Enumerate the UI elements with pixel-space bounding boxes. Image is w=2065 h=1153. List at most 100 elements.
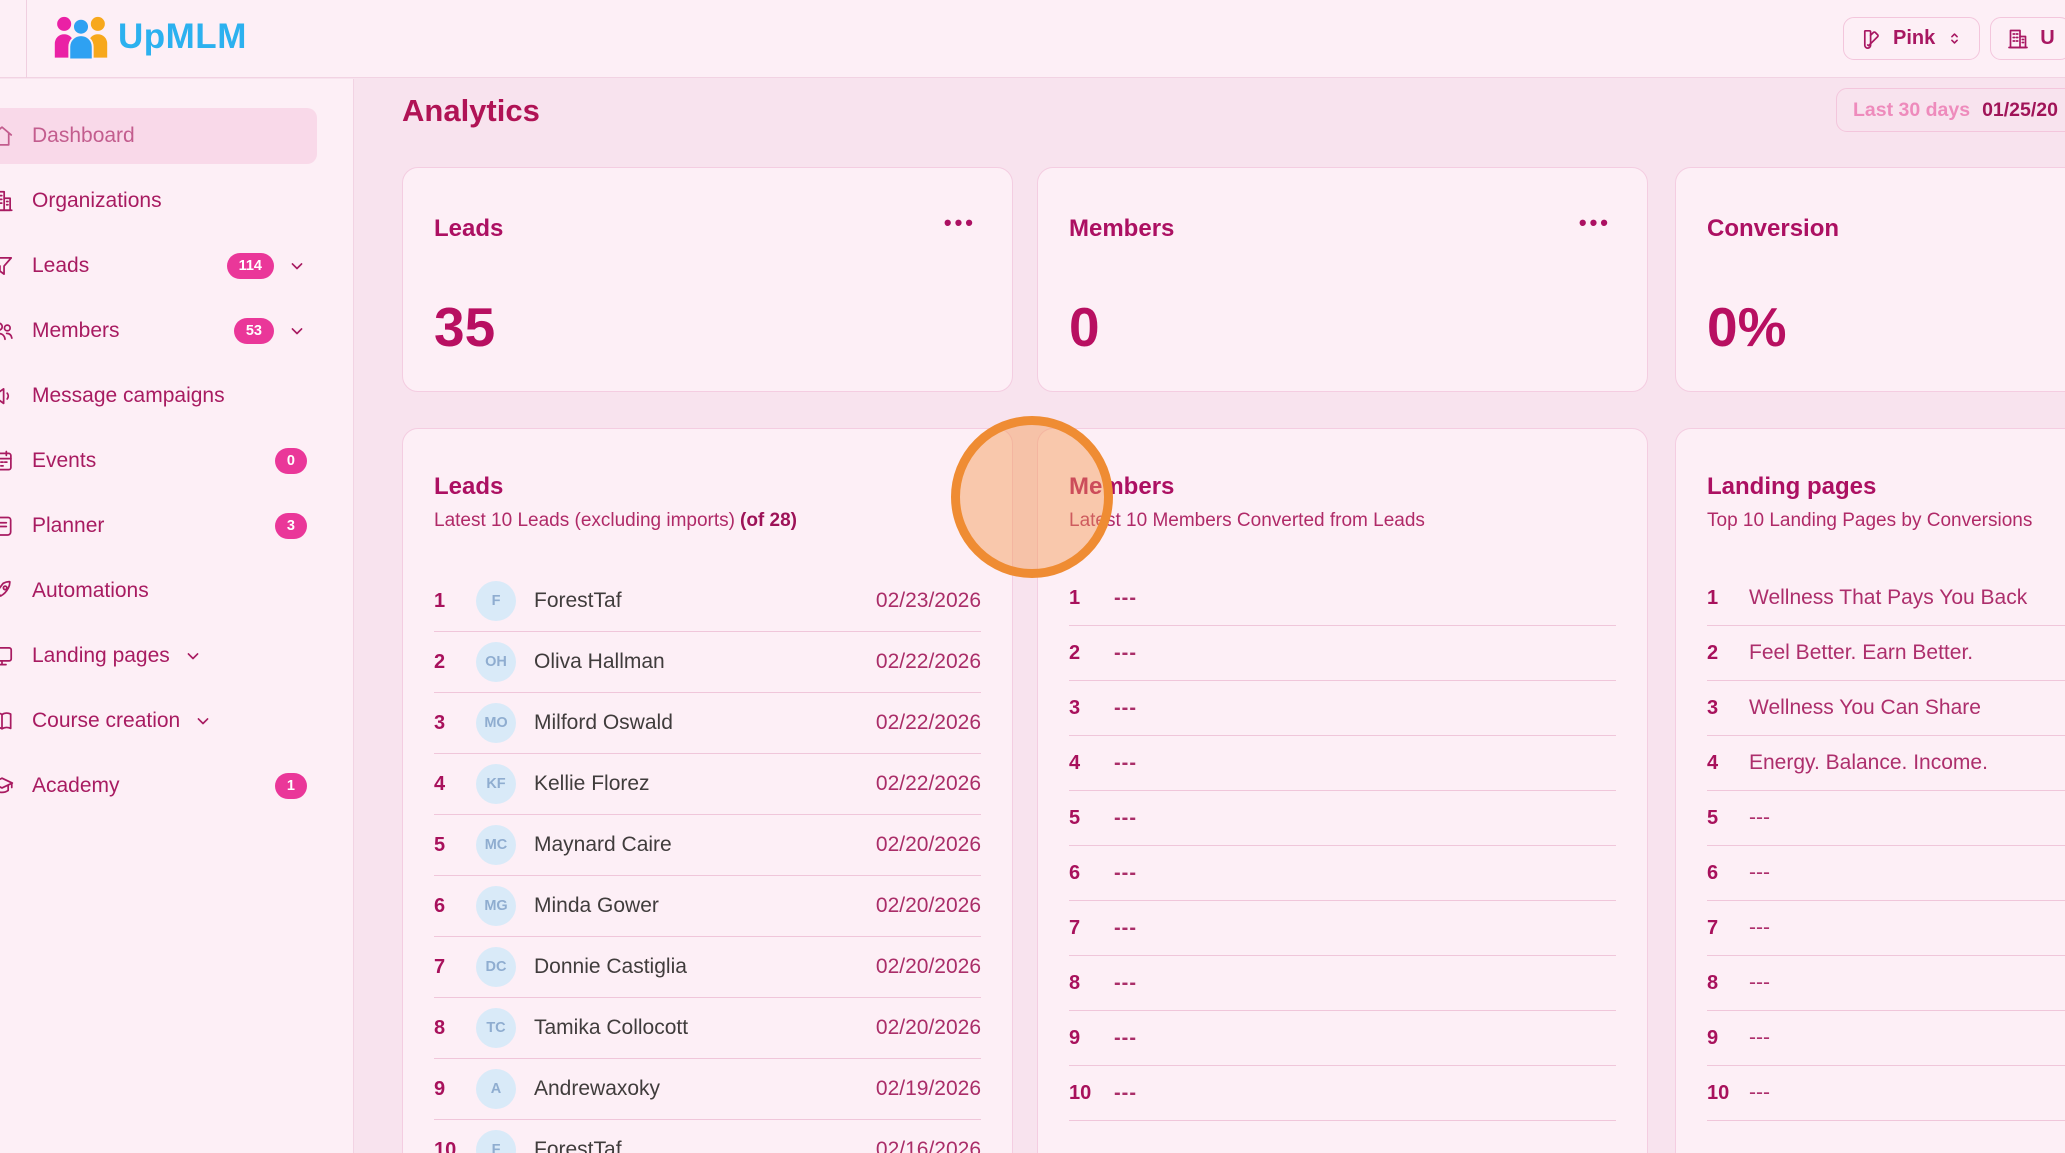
row-number: 9 [1069,1027,1099,1050]
lead-name: Minda Gower [534,894,659,918]
stat-card-value: 0% [1707,296,1787,359]
row-number: 4 [434,773,464,796]
row-number: 1 [1069,587,1099,610]
lead-date: 02/22/2026 [876,711,981,735]
sidebar-item-academy[interactable]: Academy 1 [0,758,317,814]
sidebar-item-message-campaigns[interactable]: Message campaigns [0,368,317,424]
table-row[interactable]: 2 --- [1069,626,1616,681]
logo-people-icon [52,12,110,62]
sidebar-item-course-creation[interactable]: Course creation [0,693,317,749]
lead-date: 02/20/2026 [876,833,981,857]
avatar: KF [476,764,516,804]
member-placeholder: --- [1114,752,1137,775]
lead-date: 02/20/2026 [876,1016,981,1040]
sidebar-item-label: Automations [32,579,149,603]
theme-select-button[interactable]: Pink [1843,17,1980,60]
table-row[interactable]: 7 --- [1069,901,1616,956]
row-number: 8 [434,1017,464,1040]
conversion-stat-card: Conversion 0% [1675,167,2065,392]
table-row[interactable]: 2 OH Oliva Hallman 02/22/2026 [434,632,981,693]
avatar: F [476,581,516,621]
sidebar-item-landing-pages[interactable]: Landing pages [0,628,317,684]
sidebar-item-planner[interactable]: Planner 3 [0,498,317,554]
row-number: 10 [434,1139,464,1153]
leads-rows: 1 F ForestTaf 02/23/2026 2 OH Oliva Hall… [434,571,981,1153]
table-row[interactable]: 3 MO Milford Oswald 02/22/2026 [434,693,981,754]
sidebar-item-label: Landing pages [32,644,170,668]
table-row[interactable]: 1 F ForestTaf 02/23/2026 [434,571,981,632]
building-icon [0,188,15,214]
sidebar-item-members[interactable]: Members 53 [0,303,317,359]
landing-page-name: Wellness You Can Share [1749,696,1981,720]
date-range-button[interactable]: Last 30 days 01/25/20 [1836,88,2065,132]
app-logo[interactable]: UpMLM [52,12,247,62]
sidebar-item-leads[interactable]: Leads 114 [0,238,317,294]
book-icon [0,708,15,734]
table-row[interactable]: 7 DC Donnie Castiglia 02/20/2026 [434,937,981,998]
more-menu-icon[interactable]: ••• [1579,210,1611,236]
table-row[interactable]: 5 MC Maynard Caire 02/20/2026 [434,815,981,876]
chevron-down-icon[interactable] [287,321,307,341]
graduation-cap-icon [0,773,15,799]
table-row[interactable]: 6 --- [1069,846,1616,901]
table-row[interactable]: 5 --- [1069,791,1616,846]
avatar: MG [476,886,516,926]
table-row[interactable]: 1 --- [1069,571,1616,626]
sidebar-item-automations[interactable]: Automations [0,563,317,619]
table-row[interactable]: 10 --- [1069,1066,1616,1121]
row-number: 3 [434,712,464,735]
table-row[interactable]: 6 MG Minda Gower 02/20/2026 [434,876,981,937]
table-row[interactable]: 8 --- [1707,956,2065,1011]
table-row[interactable]: 9 A Andrewaxoky 02/19/2026 [434,1059,981,1120]
sidebar-item-badge: 1 [275,773,307,800]
more-menu-icon[interactable]: ••• [944,210,976,236]
lead-name: Milford Oswald [534,711,673,735]
table-row[interactable]: 8 --- [1069,956,1616,1011]
date-range-label: Last 30 days [1853,99,1970,122]
avatar: MC [476,825,516,865]
sidebar-item-label: Dashboard [32,124,135,148]
row-number: 3 [1707,697,1737,720]
table-row[interactable]: 9 --- [1707,1011,2065,1066]
sidebar-item-label: Events [32,449,96,473]
stat-card-value: 35 [434,296,495,359]
lead-name: Tamika Collocott [534,1016,688,1040]
table-row[interactable]: 4 KF Kellie Florez 02/22/2026 [434,754,981,815]
table-row[interactable]: 6 --- [1707,846,2065,901]
chevron-down-icon[interactable] [287,256,307,276]
table-row[interactable]: 3 Wellness You Can Share [1707,681,2065,736]
lead-name: ForestTaf [534,589,622,613]
table-row[interactable]: 10 --- [1707,1066,2065,1121]
sidebar-item-dashboard[interactable]: Dashboard [0,108,317,164]
table-row[interactable]: 7 --- [1707,901,2065,956]
row-number: 10 [1069,1082,1099,1105]
sidebar-item-label: Members [32,319,120,343]
table-row[interactable]: 4 --- [1069,736,1616,791]
sidebar-item-label: Academy [32,774,120,798]
row-number: 2 [1069,642,1099,665]
sidebar-item-events[interactable]: Events 0 [0,433,317,489]
table-row[interactable]: 9 --- [1069,1011,1616,1066]
chevron-down-icon[interactable] [193,711,213,731]
logo-text: UpMLM [118,17,247,57]
sidebar-item-badge: 0 [275,448,307,475]
table-row[interactable]: 4 Energy. Balance. Income. [1707,736,2065,791]
organization-button[interactable]: U [1990,17,2065,60]
member-placeholder: --- [1114,807,1137,830]
row-number: 5 [1069,807,1099,830]
table-row[interactable]: 1 Wellness That Pays You Back [1707,571,2065,626]
sidebar-item-organizations[interactable]: Organizations [0,173,317,229]
building-icon [2006,27,2030,51]
table-row[interactable]: 2 Feel Better. Earn Better. [1707,626,2065,681]
table-row[interactable]: 3 --- [1069,681,1616,736]
sidebar: Dashboard Organizations Leads 114 [0,79,354,1153]
avatar: A [476,1069,516,1109]
chevron-down-icon[interactable] [183,646,203,666]
row-number: 3 [1069,697,1099,720]
table-row[interactable]: 5 --- [1707,791,2065,846]
table-row[interactable]: 10 F ForestTaf 02/16/2026 [434,1120,981,1153]
calendar-icon [0,448,15,474]
avatar: OH [476,642,516,682]
palette-icon [1859,27,1883,51]
table-row[interactable]: 8 TC Tamika Collocott 02/20/2026 [434,998,981,1059]
